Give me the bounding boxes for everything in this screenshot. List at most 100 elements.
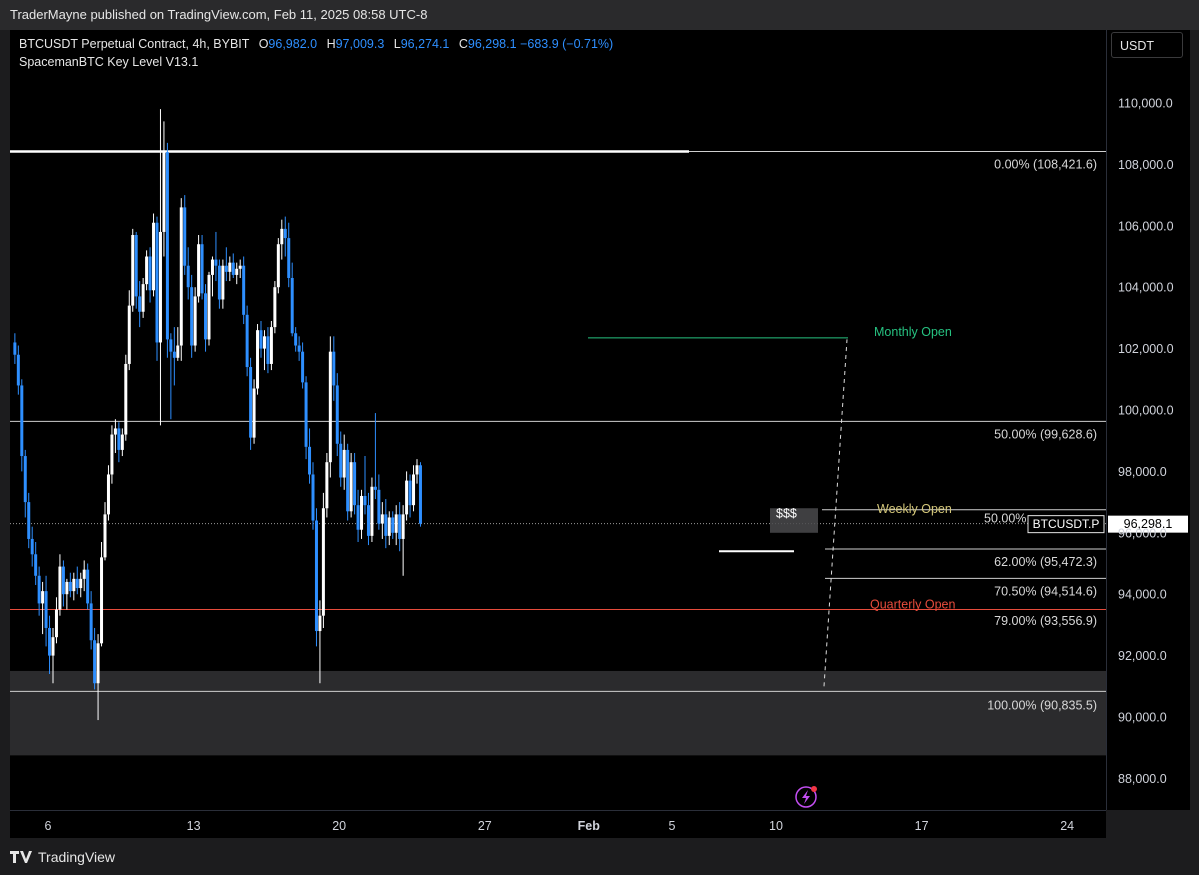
high-label: H: [326, 37, 336, 51]
x-tick-label: 27: [478, 819, 492, 833]
candle-body: [346, 449, 350, 512]
candle-body: [259, 330, 263, 349]
candle-body: [266, 336, 270, 364]
candle-body: [183, 207, 187, 266]
candle-body: [207, 274, 211, 340]
x-tick-label: 20: [332, 819, 346, 833]
time-axis[interactable]: [10, 810, 1106, 839]
candle-body: [242, 265, 246, 315]
candle-body: [235, 268, 239, 275]
icon-ring: [795, 786, 817, 808]
open-value: 96,982.0: [268, 37, 318, 51]
close-value: 96,298.1: [467, 37, 517, 51]
candle-body: [51, 637, 55, 656]
candle-body: [197, 244, 201, 297]
candle-body: [48, 627, 52, 656]
candle-body: [370, 486, 374, 536]
price-tag-value: 96,298.1: [1124, 517, 1173, 531]
candle-body: [217, 265, 221, 300]
symbol-title[interactable]: BTCUSDT Perpetual Contract, 4h, BYBIT: [19, 37, 250, 51]
candle-body: [145, 256, 149, 285]
fib-label-100: 100.00% (90,835.5): [987, 698, 1097, 712]
candle-body: [384, 514, 388, 536]
y-tick-label: 98,000.0: [1118, 465, 1167, 479]
lightning-icon: [795, 786, 817, 808]
liquidity-box: [770, 508, 818, 533]
candle-body: [224, 265, 228, 272]
y-tick-label: 102,000.0: [1118, 342, 1174, 356]
candle-body: [366, 505, 370, 536]
candle-body: [65, 581, 69, 595]
liquidity-annotation: $$$: [776, 506, 797, 520]
symbol-tag-box: [1027, 515, 1105, 534]
candle-body: [287, 238, 291, 278]
candle-body: [72, 578, 76, 592]
candle-body: [245, 314, 249, 368]
candle-body: [325, 462, 329, 509]
y-tick-label: 90,000.0: [1118, 711, 1167, 725]
candle-body: [290, 277, 294, 334]
candle-body: [210, 259, 214, 275]
candle-body: [377, 489, 381, 524]
candle-body: [349, 462, 353, 512]
candle-body: [262, 336, 266, 349]
candle-body: [113, 428, 117, 435]
candle-body: [41, 591, 45, 604]
change-value: −683.9 (−0.71%): [520, 37, 614, 51]
candle-body: [256, 330, 260, 389]
low-value: 96,274.1: [400, 37, 450, 51]
candle-body: [231, 262, 235, 275]
candle-body: [44, 591, 48, 628]
candle-body: [148, 256, 152, 291]
candle-body: [280, 228, 284, 245]
candle-body: [20, 385, 24, 457]
currency-button[interactable]: USDT: [1111, 32, 1183, 58]
candle-body: [214, 259, 218, 266]
tradingview-logo[interactable]: TradingView: [10, 849, 115, 865]
y-tick-label: 104,000.0: [1118, 281, 1174, 295]
candle-body: [54, 609, 58, 638]
close-label: C: [458, 37, 468, 51]
candle-body: [405, 480, 409, 515]
icon-bolt: [802, 790, 810, 804]
candle-body: [162, 152, 166, 232]
fib-label-70: 70.50% (94,514.6): [994, 584, 1097, 598]
legend-row: BTCUSDT Perpetual Contract, 4h, BYBIT O9…: [19, 37, 613, 51]
symbol-tag-label: BTCUSDT.P: [1033, 517, 1100, 531]
candle-body: [363, 495, 367, 506]
candle-body: [117, 428, 121, 450]
candle-body: [82, 569, 86, 579]
indicator-title[interactable]: SpacemanBTC Key Level V13.1: [19, 55, 199, 69]
candle-body: [79, 578, 83, 589]
candle-body: [23, 456, 27, 503]
candle-body: [100, 557, 104, 644]
candle-body: [138, 296, 142, 312]
fib-label-79: 79.00% (93,556.9): [994, 614, 1097, 628]
candle-body: [158, 231, 162, 343]
candle-body: [186, 265, 190, 288]
fib-label-50b: 50.00%: [984, 511, 1026, 525]
candle-body: [127, 305, 131, 364]
candle-body: [342, 449, 346, 478]
monthly-open-label: Monthly Open: [874, 325, 952, 339]
price-tag-box: [1108, 515, 1188, 533]
candle-body: [34, 554, 38, 576]
candle-body: [169, 339, 173, 352]
candle-body: [283, 228, 287, 239]
candle-body: [176, 345, 180, 358]
y-tick-label: 88,000.0: [1118, 772, 1167, 786]
candle-body: [249, 367, 253, 438]
price-axis[interactable]: [1106, 30, 1190, 810]
candle-body: [408, 480, 412, 506]
footer: [0, 838, 1199, 875]
tv-logo-icon: [10, 851, 32, 863]
candle-body: [318, 615, 322, 632]
candle-body: [391, 517, 395, 533]
candle-body: [332, 351, 336, 386]
x-tick-label: 24: [1060, 819, 1074, 833]
candle-body: [356, 505, 360, 530]
candle-body: [328, 351, 332, 463]
candle-body: [93, 640, 97, 684]
candle-body: [301, 351, 305, 383]
